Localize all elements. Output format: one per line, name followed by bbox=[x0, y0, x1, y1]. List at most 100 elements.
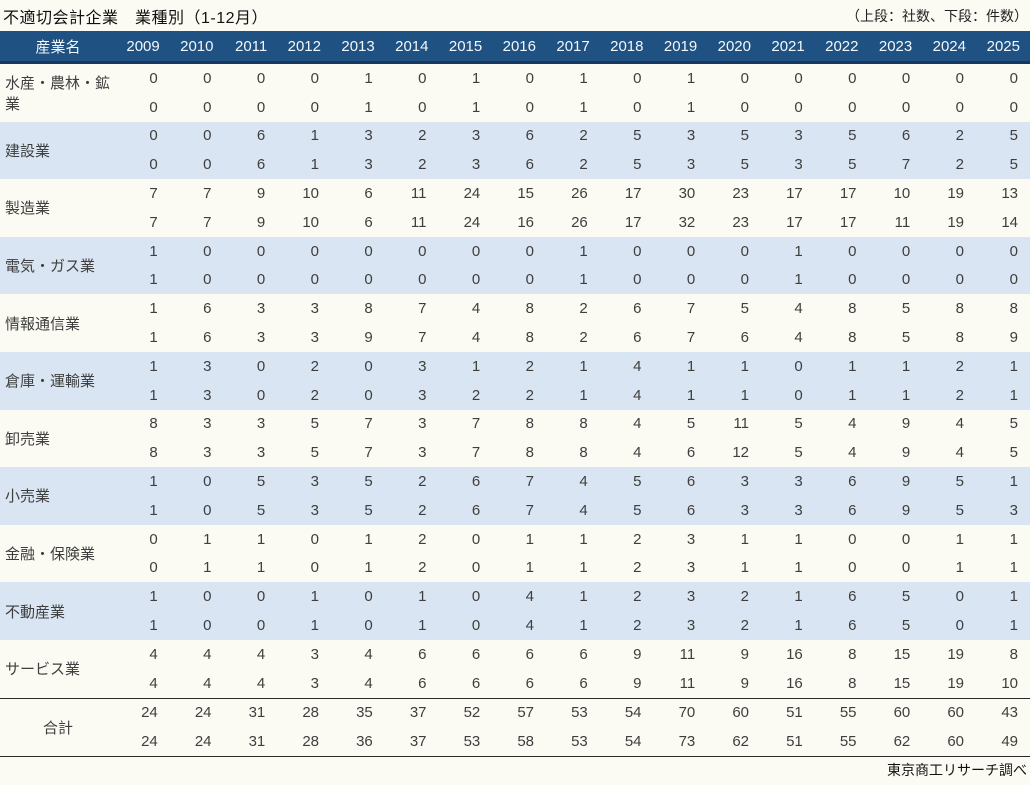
companies-value-cell: 4 bbox=[794, 300, 803, 318]
companies-value-cell: 0 bbox=[223, 236, 278, 266]
cases-value-cell: 19 bbox=[947, 213, 964, 231]
cases-value-cell: 0 bbox=[814, 265, 869, 295]
cases-value-cell: 60 bbox=[922, 727, 976, 758]
companies-value-cell: 5 bbox=[686, 415, 696, 433]
cases-value-cell: 1 bbox=[384, 611, 439, 640]
cases-value-cell: 31 bbox=[223, 727, 278, 758]
companies-value-cell: 0 bbox=[525, 69, 534, 87]
companies-value-cell: 1 bbox=[364, 530, 373, 548]
cases-value-cell: 6 bbox=[471, 674, 481, 692]
cases-value-cell: 0 bbox=[525, 98, 534, 116]
cases-value-cell: 3 bbox=[169, 380, 224, 410]
table-row: 0 1 1 0 1 2 0 1 1 2 3 1 1 0 0 1 1 bbox=[0, 554, 1030, 583]
cases-value-cell: 14 bbox=[1001, 213, 1018, 231]
companies-value-cell: 0 bbox=[438, 236, 493, 266]
companies-value-cell: 1 bbox=[794, 530, 803, 548]
companies-value-cell: 0 bbox=[169, 121, 224, 151]
page-title: 不適切会計企業 業種別（1-12月） bbox=[3, 9, 269, 27]
companies-value-cell: 3 bbox=[310, 645, 319, 663]
companies-value-cell: 6 bbox=[653, 467, 708, 496]
companies-value-cell: 0 bbox=[223, 582, 278, 612]
cases-value-cell: 1 bbox=[976, 611, 1030, 640]
companies-value-cell: 4 bbox=[203, 645, 212, 663]
companies-value-cell: 60 bbox=[868, 697, 923, 728]
companies-value-cell: 0 bbox=[310, 69, 319, 87]
companies-value-cell: 0 bbox=[277, 236, 331, 266]
cases-value-cell: 0 bbox=[169, 265, 224, 295]
cases-value-cell: 49 bbox=[976, 727, 1030, 758]
cases-value-cell: 3 bbox=[256, 444, 266, 462]
companies-value-cell: 2 bbox=[418, 530, 427, 548]
table-row: 建設業 0 0 6 1 3 2 3 6 2 5 3 5 3 5 6 2 5 bbox=[0, 121, 1030, 180]
year-column-header: 2009 bbox=[116, 31, 170, 64]
companies-value-cell: 19 bbox=[947, 645, 964, 663]
cases-value-cell: 0 bbox=[868, 265, 923, 295]
companies-value-cell: 6 bbox=[364, 185, 373, 203]
companies-value-cell: 11 bbox=[679, 645, 696, 663]
companies-value-cell: 5 bbox=[1009, 415, 1018, 433]
companies-value-cell: 3 bbox=[761, 121, 815, 151]
cases-value-cell: 0 bbox=[169, 495, 224, 525]
cases-value-cell: 0 bbox=[901, 98, 911, 116]
cases-value-cell: 1 bbox=[794, 559, 803, 577]
cases-value-cell: 0 bbox=[384, 265, 439, 295]
companies-value-cell: 43 bbox=[976, 697, 1030, 728]
cases-value-cell: 3 bbox=[761, 495, 815, 525]
cases-value-cell: 1 bbox=[471, 98, 481, 116]
companies-value-cell: 8 bbox=[525, 415, 534, 433]
cases-value-cell: 7 bbox=[418, 329, 427, 347]
companies-value-cell: 0 bbox=[149, 530, 158, 548]
companies-value-cell: 3 bbox=[653, 582, 708, 612]
companies-value-cell: 1 bbox=[707, 351, 761, 381]
companies-value-cell: 0 bbox=[922, 582, 976, 612]
cases-value-cell: 9 bbox=[633, 674, 642, 692]
cases-value-cell: 6 bbox=[223, 150, 278, 180]
cases-value-cell: 17 bbox=[786, 213, 803, 231]
companies-value-cell: 1 bbox=[546, 582, 600, 612]
companies-value-cell: 1 bbox=[579, 69, 588, 87]
cases-value-cell: 23 bbox=[732, 213, 749, 231]
companies-value-cell: 3 bbox=[653, 121, 708, 151]
cases-value-cell: 2 bbox=[922, 380, 976, 410]
companies-value-cell: 4 bbox=[955, 415, 964, 433]
cases-value-cell: 5 bbox=[310, 444, 319, 462]
companies-value-cell: 6 bbox=[492, 121, 546, 151]
companies-value-cell: 2 bbox=[633, 530, 642, 548]
companies-value-cell: 9 bbox=[633, 645, 642, 663]
cases-value-cell: 16 bbox=[517, 213, 534, 231]
cases-value-cell: 3 bbox=[203, 444, 212, 462]
year-column-header: 2021 bbox=[761, 31, 815, 64]
cases-value-cell: 1 bbox=[814, 380, 869, 410]
cases-value-cell: 62 bbox=[707, 727, 761, 758]
companies-value-cell: 3 bbox=[761, 467, 815, 496]
companies-value-cell: 11 bbox=[733, 415, 749, 433]
companies-value-cell: 0 bbox=[740, 69, 749, 87]
cases-value-cell: 0 bbox=[223, 265, 278, 295]
companies-value-cell: 2 bbox=[384, 467, 439, 496]
companies-value-cell: 0 bbox=[707, 236, 761, 266]
companies-value-cell: 1 bbox=[116, 582, 170, 612]
companies-value-cell: 7 bbox=[686, 300, 696, 318]
companies-value-cell: 1 bbox=[438, 351, 493, 381]
cases-value-cell: 12 bbox=[732, 444, 749, 462]
cases-value-cell: 9 bbox=[901, 444, 911, 462]
cases-value-cell: 0 bbox=[169, 150, 224, 180]
companies-value-cell: 30 bbox=[678, 185, 696, 203]
companies-value-cell: 8 bbox=[1009, 300, 1018, 318]
companies-value-cell: 1 bbox=[149, 300, 158, 318]
companies-value-cell: 2 bbox=[922, 121, 976, 151]
cases-value-cell: 0 bbox=[901, 559, 911, 577]
companies-value-cell: 1 bbox=[116, 467, 170, 496]
cases-value-cell: 5 bbox=[868, 611, 923, 640]
companies-value-cell: 5 bbox=[331, 467, 385, 496]
table-row: 4 4 4 3 4 6 6 6 6 9 11 9 16 8 15 19 10 bbox=[0, 669, 1030, 698]
companies-value-cell: 24 bbox=[463, 185, 481, 203]
companies-value-cell: 4 bbox=[471, 300, 481, 318]
cases-value-cell: 1 bbox=[707, 380, 761, 410]
cases-value-cell: 0 bbox=[438, 265, 493, 295]
companies-value-cell: 6 bbox=[814, 582, 869, 612]
companies-value-cell: 6 bbox=[471, 645, 481, 663]
